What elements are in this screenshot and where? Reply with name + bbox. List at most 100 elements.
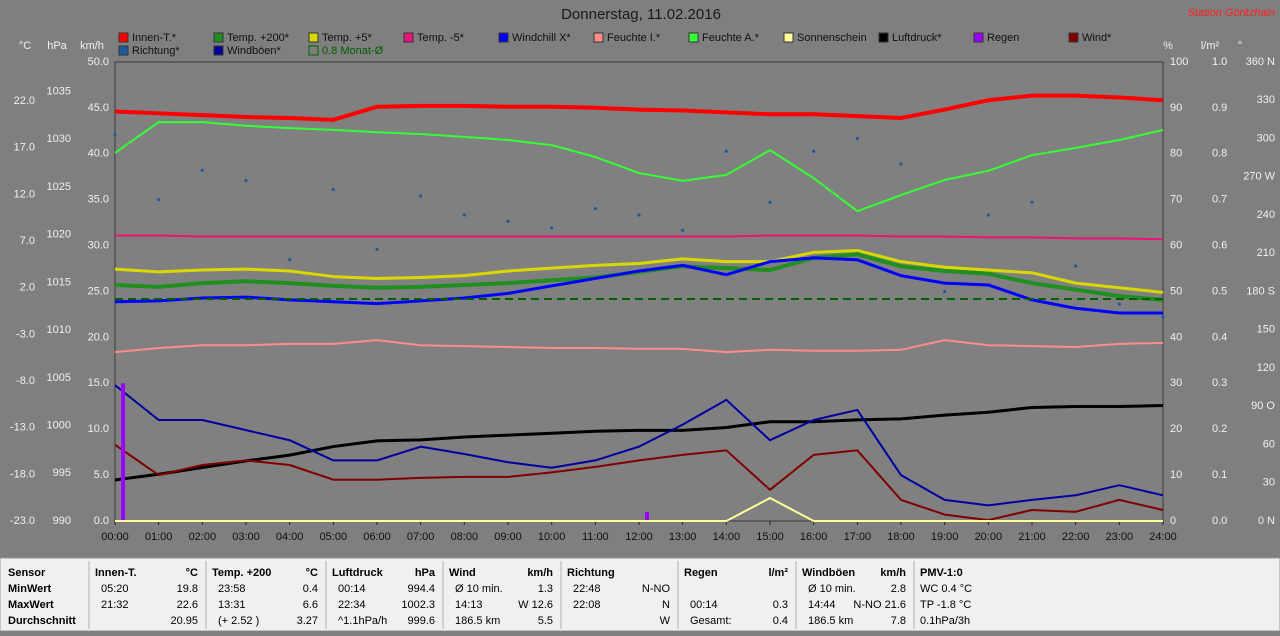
legend-swatch (593, 32, 604, 43)
y-tick-label: 300 (1257, 132, 1275, 144)
stats-row-label: MinWert (8, 583, 52, 595)
legend-swatch (498, 32, 509, 43)
stats-cell: Ø 10 min. (808, 583, 856, 595)
legend-label: Feuchte A.* (702, 32, 760, 44)
y-tick-label: 0.3 (1212, 377, 1227, 389)
stats-cell: ^1.1hPa/h (338, 615, 387, 627)
y-tick-label: 20 (1170, 423, 1182, 435)
legend-swatch (213, 32, 224, 43)
y-tick-label: 10 (1170, 469, 1182, 481)
stats-cell: N-NO (642, 583, 671, 595)
legend-swatch (308, 45, 319, 56)
direction-dot (157, 198, 161, 202)
stats-cell: 0.3 (773, 599, 788, 611)
legend-label: Luftdruck* (892, 32, 942, 44)
y-tick-label: 20.0 (88, 331, 109, 343)
y-tick-label: -18.0 (10, 468, 35, 480)
legend-swatch (1068, 32, 1079, 43)
y-tick-label: 360 N (1246, 56, 1275, 68)
y-tick-label: 180 S (1246, 285, 1275, 297)
legend-label: Wind* (1082, 32, 1112, 44)
stats-cell: 994.4 (407, 583, 435, 595)
direction-dot (724, 149, 728, 153)
y-tick-label: 0.0 (94, 515, 109, 527)
x-tick-label: 12:00 (625, 531, 653, 543)
x-tick-label: 11:00 (582, 531, 609, 543)
series-line (115, 497, 1163, 522)
y-tick-label: 0.4 (1212, 331, 1227, 343)
axis-unit: hPa (47, 40, 67, 52)
stats-cell: 14:13 (455, 599, 483, 611)
stats-cell: 22:48 (573, 583, 601, 595)
y-tick-label: 0.6 (1212, 240, 1227, 252)
y-tick-label: 50.0 (88, 56, 109, 68)
stats-header: Temp. +200 (212, 567, 271, 579)
direction-dot (855, 136, 859, 141)
x-tick-label: 06:00 (363, 531, 391, 543)
stats-cell: 22:34 (338, 599, 366, 611)
y-tick-label: 15.0 (88, 377, 109, 389)
direction-dot (812, 149, 816, 153)
direction-dot (113, 133, 117, 137)
direction-dot (550, 226, 554, 230)
y-tick-label: 7.0 (20, 235, 35, 247)
legend-swatch (213, 45, 224, 56)
y-tick-label: 990 (53, 515, 71, 527)
stats-cell: 22.6 (177, 599, 198, 611)
direction-dot (1117, 302, 1121, 306)
legend-label: Temp. +200* (227, 32, 290, 44)
y-tick-label: 12.0 (14, 188, 35, 200)
rain-bar (645, 511, 649, 521)
stats-unit: °C (306, 567, 318, 579)
y-tick-label: 60 (1263, 438, 1275, 450)
y-tick-label: 1015 (47, 276, 71, 288)
y-tick-label: 17.0 (14, 142, 35, 154)
legend-label: Temp. -5* (417, 32, 465, 44)
direction-dot (593, 207, 597, 211)
direction-dot (986, 213, 990, 217)
legend-label: Windböen* (227, 45, 282, 57)
stats-cell: 3.27 (297, 615, 318, 627)
stats-cell: 7.8 (891, 615, 906, 627)
stats-cell: 22:08 (573, 599, 601, 611)
x-tick-label: 19:00 (931, 531, 959, 543)
stats-cell: 14:44 (808, 599, 836, 611)
legend-swatch (973, 32, 984, 43)
legend-label: Sonnenschein (797, 32, 867, 44)
axis-unit: km/h (80, 40, 104, 52)
axis-unit: l/m² (1201, 40, 1220, 52)
legend-label: Regen (987, 32, 1019, 44)
y-tick-label: 1010 (47, 324, 71, 336)
direction-dot (331, 187, 335, 192)
y-tick-label: -3.0 (16, 328, 35, 340)
direction-dot (768, 200, 772, 204)
y-tick-label: 30 (1170, 377, 1182, 389)
y-tick-label: 2.0 (20, 282, 35, 294)
y-tick-label: 240 (1257, 209, 1275, 221)
stats-cell: 6.6 (303, 599, 318, 611)
stats-unit: l/m² (768, 567, 788, 579)
legend-swatch (783, 32, 794, 43)
stats-cell: 20.95 (170, 615, 198, 627)
stats-cell: (+ 2.52 ) (218, 615, 259, 627)
y-tick-label: -23.0 (10, 515, 35, 527)
x-tick-label: 02:00 (189, 531, 217, 543)
stats-cell: 19.8 (177, 583, 198, 595)
stats-cell: 5.5 (538, 615, 553, 627)
legend-swatch (118, 32, 129, 43)
stats-cell: W 12.6 (518, 599, 553, 611)
stats-cell: 23:58 (218, 583, 246, 595)
direction-dot (200, 168, 204, 172)
y-tick-label: 100 (1170, 56, 1188, 68)
x-tick-label: 00:00 (101, 531, 129, 543)
x-tick-label: 23:00 (1106, 531, 1134, 543)
stats-header: Windböen (802, 567, 855, 579)
x-tick-label: 01:00 (145, 531, 173, 543)
y-tick-label: 995 (53, 467, 71, 479)
stats-cell: WC 0.4 °C (920, 583, 972, 595)
series-line (115, 234, 1164, 241)
stats-unit: km/h (880, 567, 906, 579)
stats-cell: 186.5 km (808, 615, 853, 627)
stats-unit: km/h (527, 567, 553, 579)
